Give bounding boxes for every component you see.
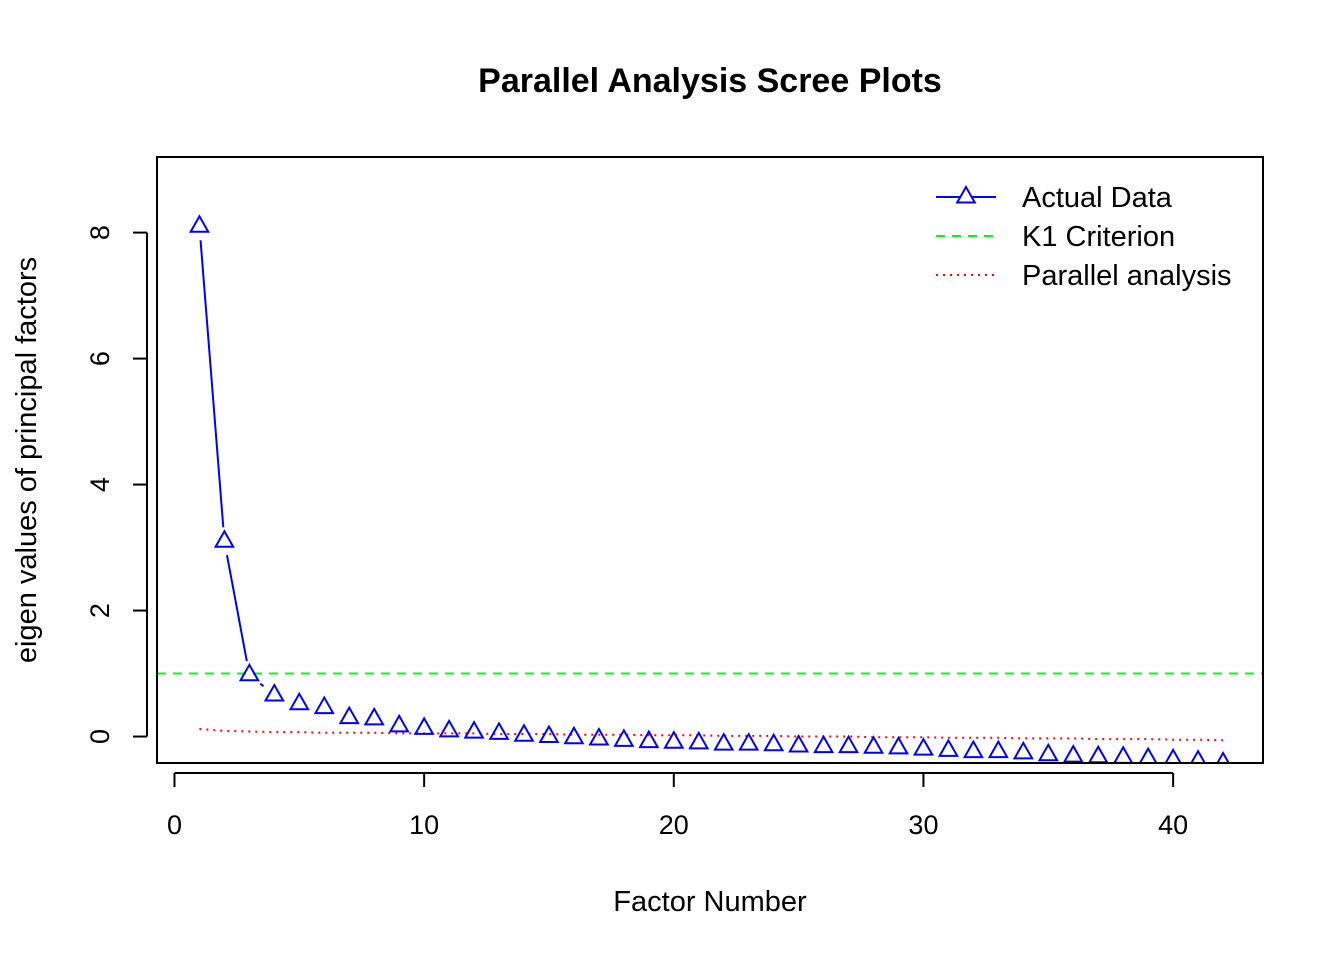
x-tick-label: 0: [167, 810, 182, 840]
x-axis-label: Factor Number: [613, 886, 807, 918]
actual-data-point: [1190, 749, 1206, 763]
actual-data-point: [1216, 750, 1230, 763]
actual-data-point: [937, 738, 959, 757]
actual-data-point: [738, 732, 760, 751]
actual-data-point: [788, 733, 810, 753]
actual-data-point: [713, 732, 735, 751]
legend: Actual Data K1 Criterion Parallel analysis: [936, 182, 1232, 292]
actual-data-point: [413, 716, 435, 735]
actual-data-point: [912, 737, 934, 756]
actual-data-point: [238, 662, 260, 682]
actual-data-point: [338, 705, 360, 725]
actual-data-point: [863, 735, 885, 754]
y-axis-label: eigen values of principal factors: [11, 257, 43, 663]
actual-data-point: [438, 718, 460, 738]
y-tick-label: 6: [85, 351, 115, 366]
actual-data-point: [588, 727, 610, 746]
y-tick-label: 2: [85, 603, 115, 618]
actual-data-point: [1087, 744, 1109, 763]
actual-data-point: [388, 713, 410, 733]
legend-label-actual-data: Actual Data: [1022, 182, 1173, 214]
actual-data-point: [488, 721, 510, 740]
actual-data-point: [1012, 740, 1034, 760]
legend-label-parallel-analysis: Parallel analysis: [1022, 260, 1232, 292]
plot-area: [157, 214, 1263, 763]
actual-data-point: [288, 691, 310, 711]
y-tick-label: 0: [85, 729, 115, 744]
actual-data-point: [613, 728, 635, 747]
actual-data-point: [1138, 746, 1158, 763]
plot-frame: [156, 156, 1264, 764]
chart-title: Parallel Analysis Scree Plots: [478, 62, 942, 100]
legend-marker-actual-data: [955, 184, 977, 204]
actual-data-point: [838, 734, 860, 754]
actual-data-segment: [199, 240, 225, 528]
actual-data-point: [962, 739, 984, 759]
actual-data-point: [1113, 745, 1134, 763]
actual-data-point: [663, 730, 685, 749]
actual-data-point: [763, 732, 785, 752]
actual-data-point: [813, 734, 835, 754]
actual-data-point: [363, 706, 385, 726]
x-tick-label: 30: [908, 810, 938, 840]
parallel-analysis-line: [199, 728, 1224, 742]
actual-data-point: [1164, 747, 1182, 763]
actual-data-point: [188, 214, 210, 233]
x-tick-label: 10: [409, 810, 439, 840]
actual-data-point: [1037, 742, 1059, 762]
actual-data-point: [213, 529, 235, 548]
actual-data-point: [1062, 744, 1084, 763]
x-tick-label: 20: [659, 810, 689, 840]
actual-data-point: [638, 729, 660, 749]
actual-data-point: [987, 739, 1009, 759]
actual-data-segment: [259, 682, 265, 687]
y-tick-label: 4: [85, 477, 115, 492]
x-axis: 0 10 20 30 40: [167, 772, 1188, 840]
actual-data-point: [513, 723, 535, 742]
actual-data-point: [688, 730, 710, 750]
actual-data-point: [263, 682, 285, 702]
actual-data-point: [538, 724, 560, 744]
actual-data-point: [313, 695, 335, 715]
actual-data-point: [563, 725, 585, 745]
actual-data-point: [463, 720, 485, 739]
legend-label-k1-criterion: K1 Criterion: [1022, 221, 1175, 253]
y-axis: 0 2 4 6 8: [85, 225, 148, 744]
actual-data-point: [887, 735, 910, 755]
x-tick-label: 40: [1158, 810, 1188, 840]
actual-data-segment: [225, 554, 248, 662]
y-tick-label: 8: [85, 225, 115, 240]
